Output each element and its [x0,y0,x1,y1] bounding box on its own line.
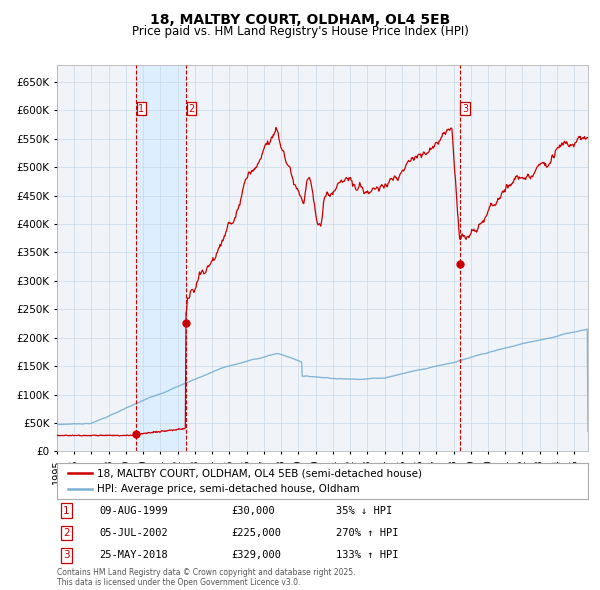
Text: £225,000: £225,000 [231,528,281,538]
Text: 270% ↑ HPI: 270% ↑ HPI [336,528,398,538]
Text: 18, MALTBY COURT, OLDHAM, OL4 5EB: 18, MALTBY COURT, OLDHAM, OL4 5EB [150,13,450,27]
Text: £329,000: £329,000 [231,550,281,560]
Text: 18, MALTBY COURT, OLDHAM, OL4 5EB (semi-detached house): 18, MALTBY COURT, OLDHAM, OL4 5EB (semi-… [97,468,422,478]
Text: 3: 3 [63,550,70,560]
Text: 25-MAY-2018: 25-MAY-2018 [99,550,168,560]
Text: Contains HM Land Registry data © Crown copyright and database right 2025.
This d: Contains HM Land Registry data © Crown c… [57,568,355,587]
Text: HPI: Average price, semi-detached house, Oldham: HPI: Average price, semi-detached house,… [97,484,359,494]
Text: 1: 1 [139,104,145,113]
Text: £30,000: £30,000 [231,506,275,516]
Text: 2: 2 [188,104,194,113]
Text: 1: 1 [63,506,70,516]
Text: 2: 2 [63,528,70,538]
Text: 09-AUG-1999: 09-AUG-1999 [99,506,168,516]
Text: Price paid vs. HM Land Registry's House Price Index (HPI): Price paid vs. HM Land Registry's House … [131,25,469,38]
Text: 05-JUL-2002: 05-JUL-2002 [99,528,168,538]
Text: 35% ↓ HPI: 35% ↓ HPI [336,506,392,516]
Bar [136,65,187,451]
Text: 133% ↑ HPI: 133% ↑ HPI [336,550,398,560]
Text: 3: 3 [462,104,468,113]
